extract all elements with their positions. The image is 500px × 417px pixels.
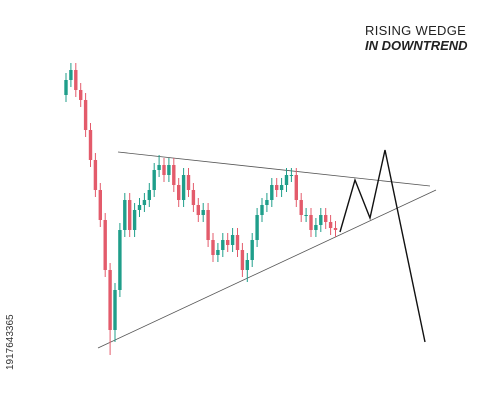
candle-body — [167, 165, 171, 175]
candle-body — [206, 210, 210, 240]
candles — [64, 63, 338, 355]
candle-body — [98, 190, 102, 220]
chart-subtitle: IN DOWNTREND — [365, 38, 468, 53]
candle-body — [162, 165, 166, 175]
candle-body — [328, 222, 333, 228]
candle-body — [108, 270, 112, 330]
candle-body — [324, 215, 328, 222]
candle-body — [177, 185, 181, 200]
candle-body — [245, 260, 249, 270]
candle-body — [123, 200, 127, 230]
candle-body — [265, 200, 269, 205]
candle-body — [132, 210, 137, 230]
candle-body — [152, 170, 156, 190]
candle-body — [186, 175, 191, 190]
candle-body — [270, 185, 274, 200]
candle-body — [226, 240, 230, 245]
chart-title: RISING WEDGE — [365, 23, 466, 38]
lower-trendline — [97, 189, 437, 349]
candle-body — [191, 190, 196, 205]
candle-body — [216, 250, 220, 255]
candle-body — [294, 175, 298, 200]
side-text: 1917643365 — [5, 314, 16, 370]
candle-body — [64, 80, 68, 95]
candle-body — [142, 200, 147, 205]
candle-body — [314, 225, 318, 230]
candle-body — [284, 175, 289, 185]
projection-path — [339, 149, 426, 343]
candle-body — [113, 290, 117, 330]
candle-body — [250, 240, 254, 260]
candle-body — [79, 90, 83, 100]
candle-body — [289, 175, 294, 176]
candle-body — [93, 160, 98, 190]
candle-body — [260, 205, 264, 215]
candle-body — [137, 205, 142, 210]
candle-body — [69, 70, 73, 80]
candle-body — [196, 205, 200, 215]
candle-body — [128, 200, 132, 230]
candle-body — [279, 185, 284, 190]
candle-body — [333, 228, 338, 230]
candle-body — [221, 240, 225, 250]
candle-body — [299, 200, 303, 215]
candle-body — [83, 100, 88, 130]
candle-body — [309, 215, 313, 230]
candle-body — [147, 190, 151, 200]
candle-body — [88, 130, 93, 160]
candle-body — [235, 235, 240, 250]
candle-body — [319, 215, 323, 225]
candle-body — [275, 185, 279, 190]
candle-body — [103, 220, 107, 270]
candle-body — [201, 210, 205, 215]
candle-body — [211, 240, 215, 255]
candle-body — [181, 175, 186, 200]
candle-body — [118, 230, 122, 290]
candle-body — [255, 215, 259, 240]
candle-body — [172, 165, 176, 185]
candle-body — [157, 165, 161, 170]
candle-body — [240, 250, 245, 270]
candle-body — [230, 235, 235, 245]
candle-body — [304, 215, 308, 216]
candle-body — [74, 70, 78, 90]
